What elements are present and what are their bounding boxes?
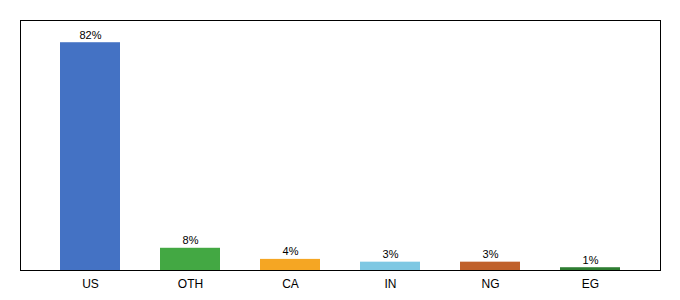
svg-text:NG: NG xyxy=(482,277,500,291)
svg-text:1%: 1% xyxy=(583,254,599,266)
svg-text:82%: 82% xyxy=(79,29,101,41)
svg-text:IN: IN xyxy=(385,277,397,291)
svg-text:US: US xyxy=(82,277,99,291)
svg-text:CA: CA xyxy=(282,277,299,291)
svg-text:3%: 3% xyxy=(483,248,499,260)
svg-text:OTH: OTH xyxy=(178,277,203,291)
svg-text:EG: EG xyxy=(582,277,599,291)
svg-text:4%: 4% xyxy=(283,245,299,257)
svg-text:8%: 8% xyxy=(183,234,199,246)
svg-text:3%: 3% xyxy=(383,248,399,260)
